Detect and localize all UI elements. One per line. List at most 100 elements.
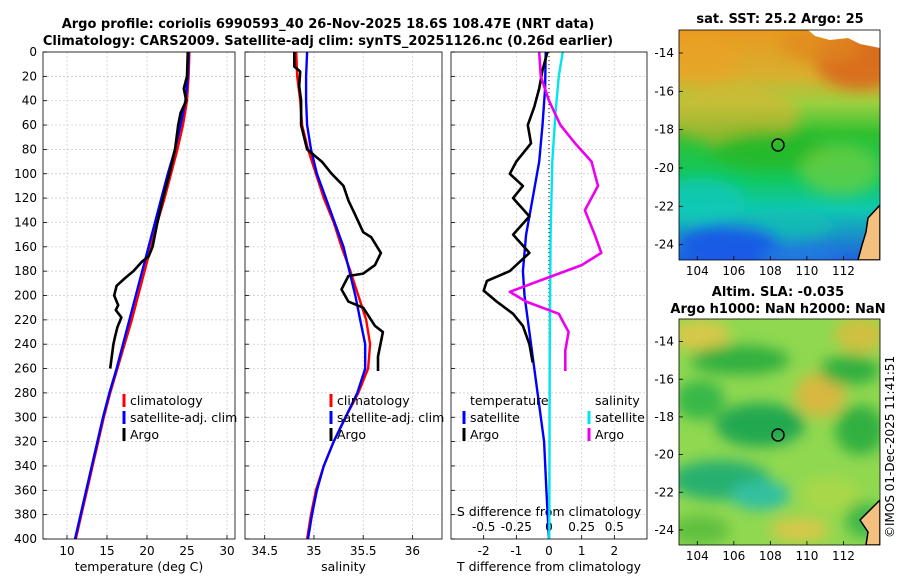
series-line-argo xyxy=(293,52,385,371)
legend-title-temperature: temperature xyxy=(470,393,549,408)
x-tick-label: 35.5 xyxy=(350,544,377,558)
series-line-argo xyxy=(108,52,190,369)
series-group xyxy=(293,52,385,539)
difference-legend-salinity: salinity satellite Argo xyxy=(587,393,645,442)
x-tick-label: 34.5 xyxy=(251,544,278,558)
y-tick-label: 180 xyxy=(14,264,37,278)
map-y-tick-label: -20 xyxy=(654,448,674,462)
salinity-legend: climatology satellite-adj. clim Argo xyxy=(329,393,444,442)
map-y-tick-label: -16 xyxy=(654,372,674,386)
y-tick-label: 0 xyxy=(29,45,37,59)
legend-label-climatology: climatology xyxy=(130,393,203,408)
legend-label-temp-argo: Argo xyxy=(470,427,499,442)
x-tick-label: -2 xyxy=(478,544,490,558)
legend-label-sal-argo: Argo xyxy=(595,427,624,442)
y-tick-label: 320 xyxy=(14,435,37,449)
y-tick-label: 40 xyxy=(22,94,37,108)
y-tick-label: 20 xyxy=(22,69,37,83)
difference-legend-temperature: temperature satellite Argo xyxy=(462,393,549,442)
legend-title-salinity: salinity xyxy=(595,393,640,408)
salinity-panel: 34.5 35 35.5 36 salinity xyxy=(244,51,443,574)
axes-frame xyxy=(244,51,443,540)
map-y-tick-label: -18 xyxy=(654,123,674,137)
y-tick-label: 160 xyxy=(14,240,37,254)
sst-missing-data xyxy=(808,30,880,48)
series-line-temperature-argo xyxy=(482,52,549,363)
y-tick-label: 280 xyxy=(14,386,37,400)
difference-panel: -2 -1 0 1 2-0.5 -0.25 0 0.25 0.5S difference fro… xyxy=(450,51,648,574)
map-y-tick-label: -14 xyxy=(654,46,674,60)
y-tick-label: 300 xyxy=(14,410,37,424)
x-tick-label: 30 xyxy=(219,544,234,558)
sst-map-image xyxy=(679,30,880,260)
sst-argo-marker xyxy=(771,138,785,152)
sla-map-frame xyxy=(678,318,881,546)
map-y-tick-label: -24 xyxy=(654,238,674,252)
map-x-tick-label: 104 xyxy=(686,549,709,563)
sst-coastline xyxy=(857,203,880,260)
sst-map-texture xyxy=(679,30,880,260)
y-tick-label: 80 xyxy=(22,142,37,156)
x2-tick-label: 0.5 xyxy=(605,520,624,534)
y-tick-label: 400 xyxy=(14,532,37,546)
map-x-tick-label: 110 xyxy=(795,264,818,278)
x-axis-label: T difference from climatology xyxy=(456,559,642,574)
series-line-salinity-argo xyxy=(508,52,603,371)
x-tick-label: 0 xyxy=(545,544,553,558)
temperature-panel: 0 20 40 60 80 100 120 140 160 180 200 220 240 260 280 3… xyxy=(14,45,236,574)
x-tick-label: 36 xyxy=(405,544,420,558)
figure-title-line1: Argo profile: coriolis 6990593_40 26-Nov… xyxy=(62,17,595,32)
x-tick-label: 20 xyxy=(139,544,154,558)
series-line-satellite xyxy=(73,52,190,539)
sla-map-image xyxy=(679,319,880,545)
legend-label-climatology: climatology xyxy=(337,393,410,408)
map-y-tick-label: -24 xyxy=(654,523,674,537)
x-axis-label: salinity xyxy=(321,559,366,574)
y-tick-label: 200 xyxy=(14,289,37,303)
legend-label-argo: Argo xyxy=(337,427,366,442)
y-tick-label: 260 xyxy=(14,362,37,376)
sst-map-axes: 104 106 108 110 112 -14 -16 -18 -20 -22 -24 xyxy=(654,46,855,278)
map-x-tick-label: 104 xyxy=(686,264,709,278)
y-tick-label: 240 xyxy=(14,337,37,351)
map-x-tick-label: 112 xyxy=(832,264,855,278)
temperature-legend: climatology satellite-adj. clim Argo xyxy=(122,393,237,442)
copyright-text: ©IMOS 01-Dec-2025 11:41:51 xyxy=(883,356,897,538)
map-y-tick-label: -20 xyxy=(654,161,674,175)
argo-h-title: Argo h1000: NaN h2000: NaN xyxy=(670,302,885,317)
x2-tick-label: -0.25 xyxy=(501,520,532,534)
x-tick-label: 15 xyxy=(99,544,114,558)
y-tick-label: 120 xyxy=(14,191,37,205)
map-y-tick-label: -22 xyxy=(654,485,674,499)
legend-label-satellite: satellite-adj. clim xyxy=(130,410,237,425)
y-tick-label: 60 xyxy=(22,118,37,132)
x-tick-label: -1 xyxy=(510,544,522,558)
x-axis-label: temperature (deg C) xyxy=(75,559,204,574)
sst-map-frame xyxy=(678,29,881,261)
series-group xyxy=(482,52,603,539)
x2-tick-label: 0.25 xyxy=(568,520,595,534)
map-x-tick-label: 106 xyxy=(722,549,745,563)
x-tick-label: 25 xyxy=(179,544,194,558)
y-tick-label: 100 xyxy=(14,167,37,181)
map-y-tick-label: -14 xyxy=(654,335,674,349)
series-group xyxy=(73,52,191,539)
y-tick-label: 140 xyxy=(14,215,37,229)
map-x-tick-label: 106 xyxy=(722,264,745,278)
legend-label-sal-satellite: satellite xyxy=(595,410,645,425)
sla-map-title: Altim. SLA: -0.035 xyxy=(712,285,844,300)
map-y-tick-label: -16 xyxy=(654,84,674,98)
y-tick-label: 340 xyxy=(14,459,37,473)
y-tick-label: 380 xyxy=(14,508,37,522)
figure-title-line2: Climatology: CARS2009. Satellite-adj cli… xyxy=(43,34,613,49)
y-tick-label: 220 xyxy=(14,313,37,327)
series-line-salinity-satellite xyxy=(548,52,564,539)
map-x-tick-label: 110 xyxy=(795,549,818,563)
x-tick-label: 2 xyxy=(611,544,619,558)
map-x-tick-label: 112 xyxy=(832,549,855,563)
x-tick-label: 1 xyxy=(578,544,586,558)
map-x-tick-label: 108 xyxy=(759,549,782,563)
x2-tick-label: -0.5 xyxy=(472,520,495,534)
series-line-temperature-satellite xyxy=(521,52,551,539)
